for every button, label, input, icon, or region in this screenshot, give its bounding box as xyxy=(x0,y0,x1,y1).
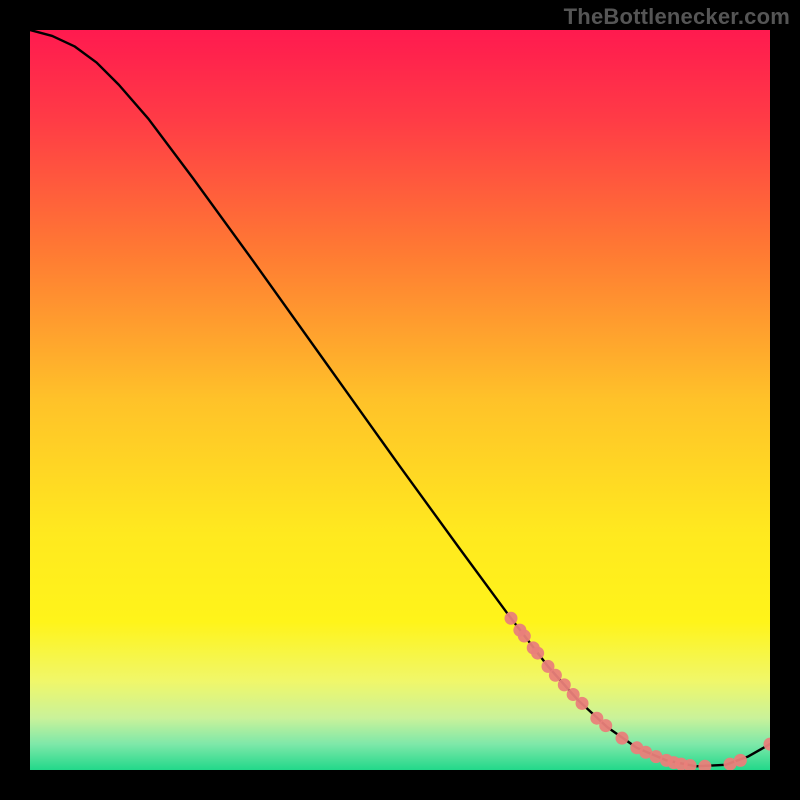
data-marker xyxy=(734,754,747,767)
data-marker xyxy=(505,612,518,625)
data-marker xyxy=(549,669,562,682)
data-marker xyxy=(531,647,544,660)
data-marker xyxy=(558,678,571,691)
plot-background xyxy=(30,30,770,770)
data-marker xyxy=(616,732,629,745)
watermark-text: TheBottlenecker.com xyxy=(564,4,790,30)
chart-frame: TheBottlenecker.com xyxy=(0,0,800,800)
data-marker xyxy=(576,697,589,710)
data-marker xyxy=(518,630,531,643)
bottleneck-plot xyxy=(30,30,770,770)
data-marker xyxy=(599,719,612,732)
